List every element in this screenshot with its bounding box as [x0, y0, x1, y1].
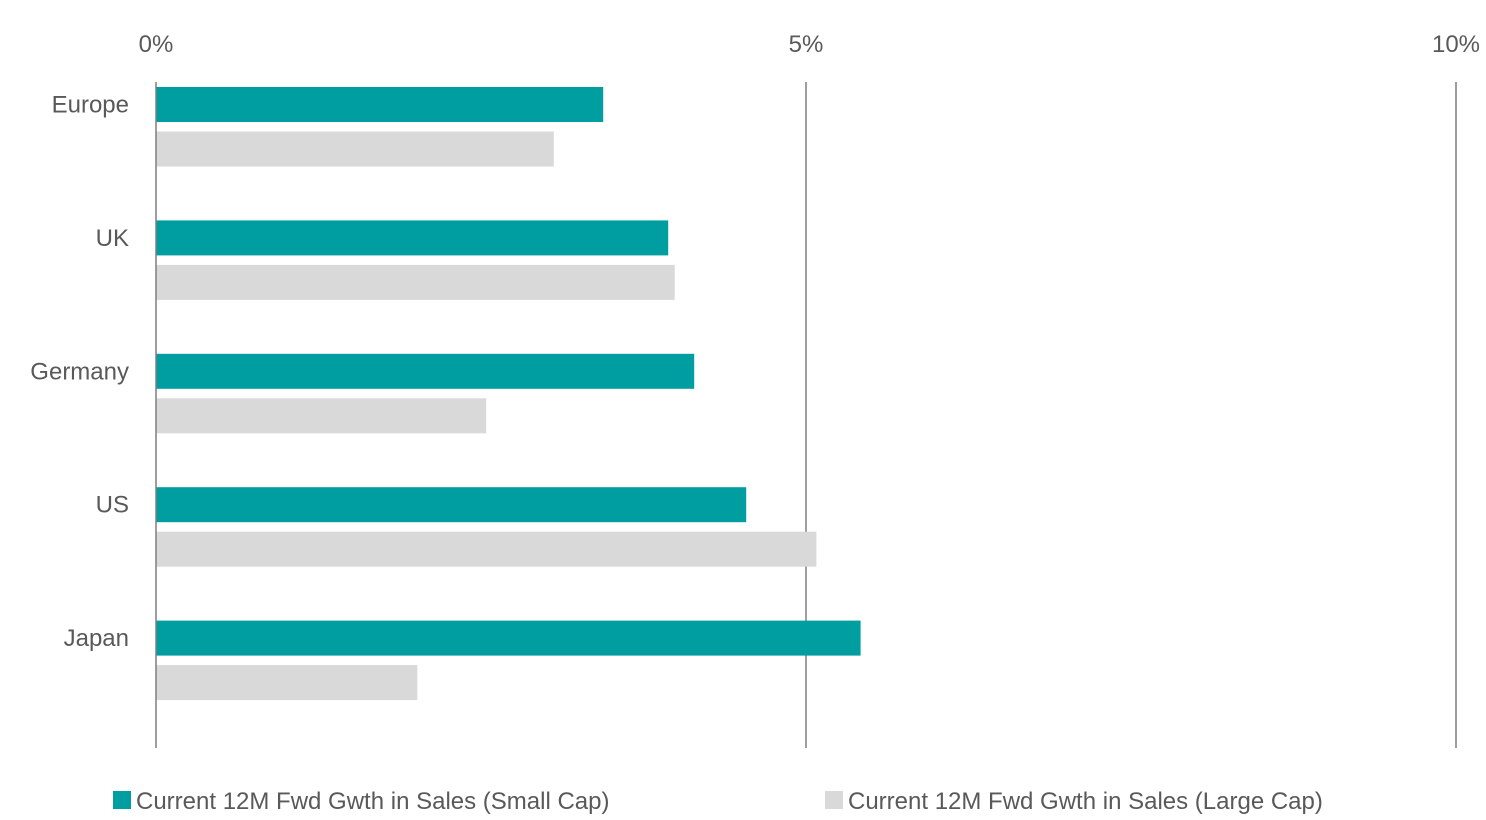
category-label: Europe — [52, 92, 129, 119]
legend-label-2: Current 12M Fwd Gwth in Sales (Large Cap… — [848, 788, 1323, 815]
bar-japan-series-2 — [156, 665, 418, 701]
category-label: US — [96, 492, 129, 519]
bar-japan-series-1 — [156, 620, 861, 656]
bar-germany-series-2 — [156, 398, 487, 434]
bar-germany-series-1 — [156, 353, 695, 389]
legend: Current 12M Fwd Gwth in Sales (Small Cap… — [113, 788, 1323, 815]
bar-us-series-2 — [156, 531, 817, 567]
legend-label-1: Current 12M Fwd Gwth in Sales (Small Cap… — [136, 788, 609, 815]
bar-uk-series-1 — [156, 220, 669, 256]
bar-europe-series-2 — [156, 131, 554, 167]
legend-swatch-2 — [825, 791, 843, 809]
x-tick-label: 0% — [139, 31, 174, 58]
gridlines — [805, 82, 1457, 748]
bar-uk-series-2 — [156, 264, 675, 300]
category-label: UK — [96, 225, 129, 252]
bar-europe-series-1 — [156, 87, 604, 122]
legend-swatch-1 — [113, 791, 131, 809]
x-tick-label: 5% — [789, 31, 824, 58]
x-tick-label: 10% — [1432, 31, 1480, 58]
axes: 0% 5% 10% Europe UK Germany US Japan — [30, 31, 1480, 748]
category-label: Japan — [64, 625, 129, 652]
bars — [156, 87, 861, 701]
category-label: Germany — [30, 358, 129, 385]
bar-us-series-1 — [156, 487, 747, 523]
